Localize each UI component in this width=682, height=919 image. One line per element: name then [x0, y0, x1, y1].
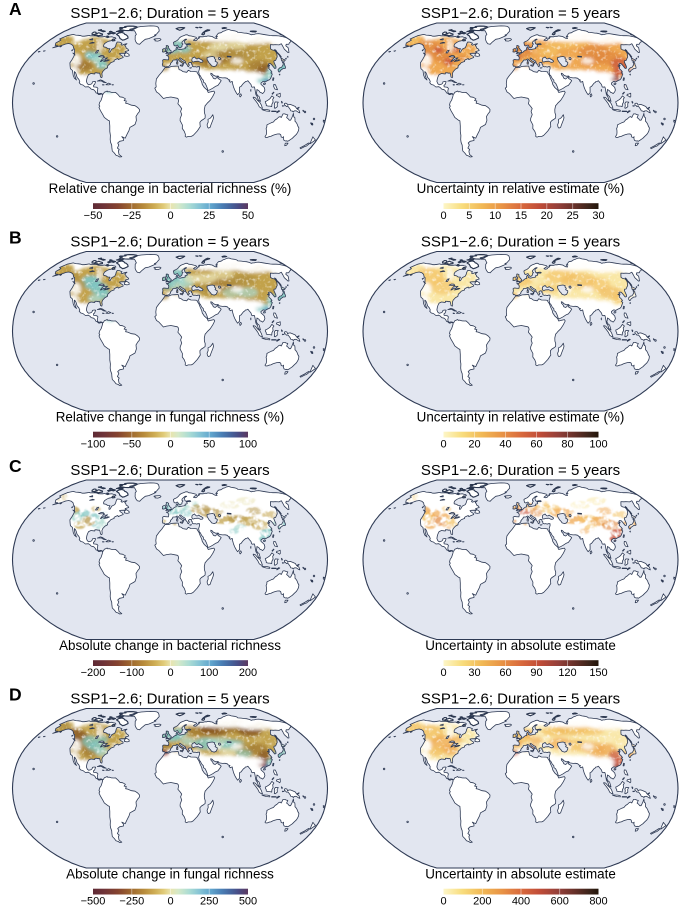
svg-text:C: C — [9, 456, 22, 476]
svg-text:250: 250 — [200, 896, 218, 908]
svg-text:−100: −100 — [119, 667, 144, 679]
svg-text:100: 100 — [200, 667, 218, 679]
svg-text:SSP1−2.6; Duration = 5 years: SSP1−2.6; Duration = 5 years — [421, 5, 620, 22]
svg-text:Absolute change in fungal rich: Absolute change in fungal richness — [66, 867, 274, 882]
svg-text:20: 20 — [468, 439, 480, 451]
svg-text:−200: −200 — [81, 667, 106, 679]
svg-text:SSP1−2.6; Duration = 5 years: SSP1−2.6; Duration = 5 years — [421, 462, 620, 479]
svg-text:150: 150 — [589, 667, 607, 679]
svg-text:0: 0 — [167, 210, 173, 222]
svg-text:200: 200 — [473, 896, 491, 908]
svg-text:−25: −25 — [122, 210, 141, 222]
svg-text:−50: −50 — [122, 439, 141, 451]
svg-text:−50: −50 — [84, 210, 103, 222]
svg-text:600: 600 — [551, 896, 569, 908]
svg-text:0: 0 — [440, 667, 446, 679]
svg-text:0: 0 — [440, 210, 446, 222]
svg-text:B: B — [9, 228, 22, 248]
svg-text:100: 100 — [589, 439, 607, 451]
svg-text:Uncertainty in relative estima: Uncertainty in relative estimate (%) — [417, 410, 625, 425]
svg-text:400: 400 — [512, 896, 530, 908]
svg-text:500: 500 — [239, 896, 257, 908]
svg-text:Uncertainty in absolute estima: Uncertainty in absolute estimate — [425, 638, 616, 653]
svg-text:SSP1−2.6; Duration = 5 years: SSP1−2.6; Duration = 5 years — [70, 691, 269, 708]
svg-text:25: 25 — [567, 210, 579, 222]
svg-text:0: 0 — [167, 439, 173, 451]
svg-text:SSP1−2.6; Duration = 5 years: SSP1−2.6; Duration = 5 years — [421, 234, 620, 251]
svg-text:Relative change in fungal rich: Relative change in fungal richness (%) — [56, 410, 285, 425]
svg-text:−250: −250 — [119, 896, 144, 908]
svg-text:20: 20 — [541, 210, 553, 222]
svg-text:800: 800 — [589, 896, 607, 908]
svg-text:5: 5 — [466, 210, 472, 222]
svg-text:25: 25 — [203, 210, 215, 222]
svg-text:SSP1−2.6; Duration = 5 years: SSP1−2.6; Duration = 5 years — [70, 5, 269, 22]
svg-text:SSP1−2.6; Duration = 5 years: SSP1−2.6; Duration = 5 years — [70, 462, 269, 479]
svg-text:A: A — [9, 0, 22, 19]
svg-text:Uncertainty in absolute estima: Uncertainty in absolute estimate — [425, 867, 616, 882]
svg-text:30: 30 — [468, 667, 480, 679]
svg-text:0: 0 — [440, 439, 446, 451]
svg-text:−100: −100 — [81, 439, 106, 451]
svg-text:Relative change in bacterial r: Relative change in bacterial richness (%… — [49, 181, 292, 196]
svg-text:120: 120 — [558, 667, 576, 679]
svg-text:0: 0 — [167, 667, 173, 679]
svg-text:SSP1−2.6; Duration = 5 years: SSP1−2.6; Duration = 5 years — [421, 691, 620, 708]
svg-text:15: 15 — [515, 210, 527, 222]
svg-text:80: 80 — [561, 439, 573, 451]
svg-text:50: 50 — [242, 210, 254, 222]
svg-text:200: 200 — [239, 667, 257, 679]
svg-text:50: 50 — [203, 439, 215, 451]
svg-text:10: 10 — [489, 210, 501, 222]
svg-text:60: 60 — [530, 439, 542, 451]
svg-text:Uncertainty in relative estima: Uncertainty in relative estimate (%) — [417, 181, 625, 196]
svg-text:D: D — [9, 685, 22, 705]
svg-text:−500: −500 — [81, 896, 106, 908]
svg-text:0: 0 — [167, 896, 173, 908]
svg-text:100: 100 — [239, 439, 257, 451]
svg-text:0: 0 — [440, 896, 446, 908]
svg-text:90: 90 — [530, 667, 542, 679]
svg-text:SSP1−2.6; Duration = 5 years: SSP1−2.6; Duration = 5 years — [70, 234, 269, 251]
svg-text:Absolute change in bacterial r: Absolute change in bacterial richness — [59, 638, 281, 653]
svg-text:40: 40 — [499, 439, 511, 451]
svg-text:30: 30 — [592, 210, 604, 222]
svg-text:60: 60 — [499, 667, 511, 679]
